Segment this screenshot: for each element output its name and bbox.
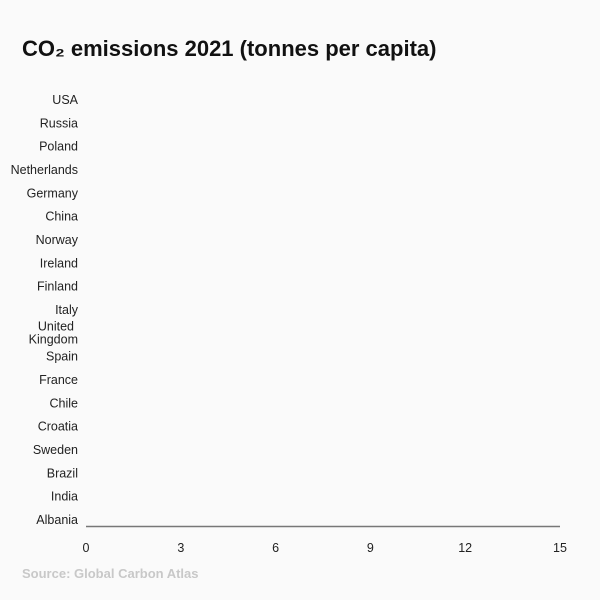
category-label: Sweden — [33, 443, 78, 457]
category-label: Spain — [46, 350, 78, 364]
category-label: Poland — [39, 140, 78, 154]
category-label: Brazil — [47, 466, 78, 480]
x-tick-label: 12 — [458, 541, 472, 555]
category-label: Italy — [55, 303, 79, 317]
category-label: USA — [52, 93, 78, 107]
category-label: United Kingdom — [29, 319, 78, 346]
category-label: India — [51, 490, 78, 504]
category-label: Chile — [50, 396, 79, 410]
category-label: Norway — [36, 233, 79, 247]
category-label: Germany — [27, 186, 79, 200]
category-label: Croatia — [38, 420, 78, 434]
x-tick-label: 0 — [83, 541, 90, 555]
source-note: Source: Global Carbon Atlas — [22, 566, 199, 581]
category-label: Albania — [36, 513, 78, 527]
chart-title: CO₂ emissions 2021 (tonnes per capita) — [22, 36, 437, 61]
category-label: Russia — [40, 116, 78, 130]
category-label: China — [45, 210, 78, 224]
category-label: Ireland — [40, 256, 78, 270]
category-label: France — [39, 373, 78, 387]
x-tick-label: 6 — [272, 541, 279, 555]
category-label: Finland — [37, 280, 78, 294]
x-tick-label: 9 — [367, 541, 374, 555]
x-tick-label: 15 — [553, 541, 567, 555]
category-label: Netherlands — [11, 163, 78, 177]
x-tick-label: 3 — [177, 541, 184, 555]
